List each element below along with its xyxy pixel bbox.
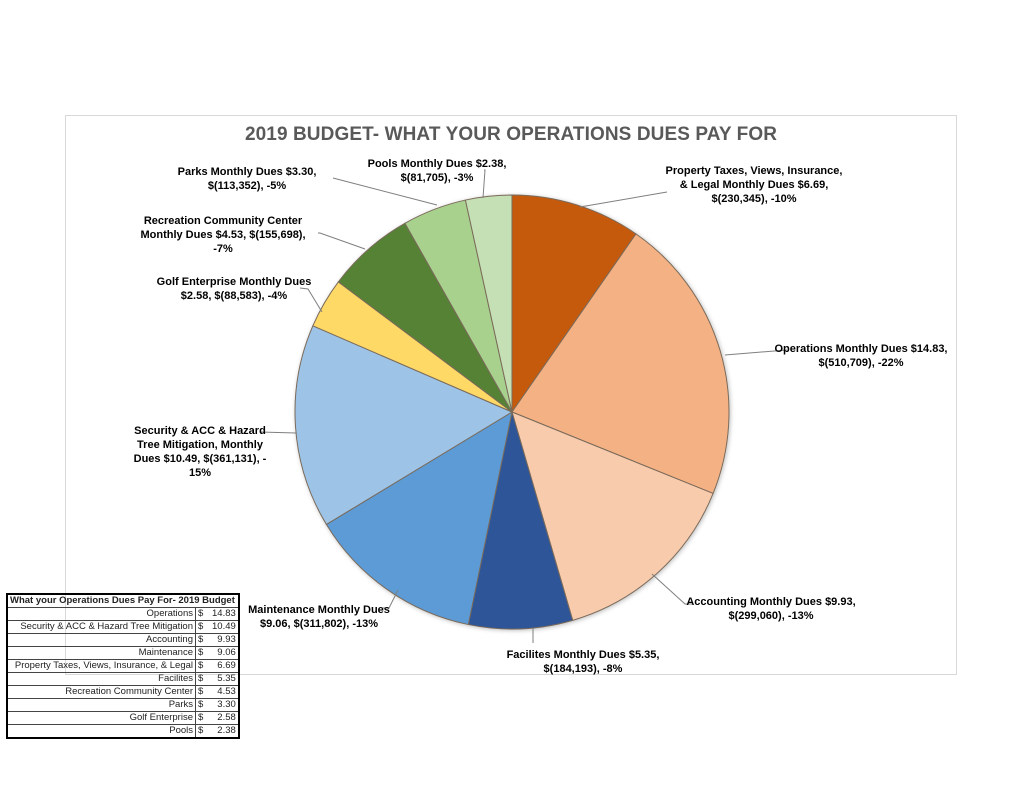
- row-value: 2.58: [210, 711, 240, 725]
- row-currency: $: [195, 672, 210, 686]
- row-label: Golf Enterprise: [6, 711, 196, 725]
- table-row: Facilites $5.35: [6, 672, 240, 686]
- data-label: Property Taxes, Views, Insurance, & Legal…: [666, 164, 843, 206]
- data-label-line: -7%: [213, 243, 233, 255]
- table-row: Parks $3.30: [6, 698, 240, 712]
- data-label-line: Maintenance Monthly Dues: [248, 604, 390, 616]
- data-label: Pools Monthly Dues $2.38, $(81,705), -3%: [368, 157, 507, 185]
- pie-slice: [511, 233, 730, 495]
- row-value: 2.38: [210, 724, 240, 739]
- data-label-line: $(510,709), -22%: [818, 357, 904, 369]
- data-label: Security & ACC & Hazard Tree Mitigation, …: [134, 424, 267, 480]
- row-value: 10.49: [210, 620, 240, 634]
- data-label: Parks Monthly Dues $3.30, $(113,352), -5%: [178, 165, 317, 193]
- data-label: Golf Enterprise Monthly Dues $2.58, $(88,…: [157, 275, 312, 303]
- data-label-line: & Legal Monthly Dues $6.69,: [679, 179, 829, 191]
- data-label-line: Property Taxes, Views, Insurance,: [665, 165, 843, 177]
- data-label-line: $(230,345), -10%: [711, 193, 797, 205]
- data-label: Facilites Monthly Dues $5.35, $(184,193),…: [507, 648, 660, 676]
- pie-slice: [511, 194, 637, 414]
- data-label-line: Recreation Community Center: [143, 215, 303, 227]
- row-value: 9.06: [210, 646, 240, 660]
- row-currency: $: [195, 620, 210, 634]
- row-currency: $: [195, 724, 210, 739]
- row-label: Security & ACC & Hazard Tree Mitigation: [6, 620, 196, 634]
- leader-line: [724, 349, 788, 356]
- data-label-line: Facilites Monthly Dues $5.35,: [506, 649, 660, 661]
- data-label-line: Dues $10.49, $(361,131), -: [133, 453, 267, 465]
- leader-line: [299, 287, 323, 313]
- leader-line: [332, 177, 438, 206]
- row-currency: $: [195, 698, 210, 712]
- leader-line: [579, 191, 668, 208]
- data-label: Operations Monthly Dues $14.83, $(510,709…: [775, 342, 948, 370]
- data-label-line: $2.58, $(88,583), -4%: [180, 290, 288, 302]
- table-title: What your Operations Dues Pay For- 2019 …: [6, 593, 240, 608]
- row-value: 6.69: [210, 659, 240, 673]
- data-label: Maintenance Monthly Dues $9.06, $(311,802…: [248, 603, 390, 631]
- pie-slice: [294, 325, 514, 526]
- data-label-line: $9.06, $(311,802), -13%: [259, 618, 379, 630]
- data-label-line: Operations Monthly Dues $14.83,: [774, 343, 948, 355]
- leader-line: [318, 232, 366, 250]
- pie-slice: [464, 194, 513, 413]
- row-currency: $: [195, 633, 210, 647]
- row-value: 14.83: [210, 607, 240, 621]
- pie-slice: [511, 411, 714, 621]
- table-row: Operations $14.83: [6, 607, 240, 621]
- data-label-line: 15%: [188, 467, 212, 479]
- row-value: 9.93: [210, 633, 240, 647]
- row-label: Parks: [6, 698, 196, 712]
- row-label: Recreation Community Center: [6, 685, 196, 699]
- leader-line: [259, 431, 297, 434]
- leader-line: [482, 169, 486, 199]
- data-label-line: Pools Monthly Dues $2.38,: [367, 158, 507, 170]
- row-label: Maintenance: [6, 646, 196, 660]
- row-value: 4.53: [210, 685, 240, 699]
- row-label: Facilites: [6, 672, 196, 686]
- data-label-line: Tree Mitigation, Monthly: [137, 439, 263, 451]
- budget-table: What your Operations Dues Pay For- 2019 …: [6, 593, 240, 739]
- row-currency: $: [195, 646, 210, 660]
- table-row: Pools $2.38: [6, 724, 240, 739]
- table-row: Security & ACC & Hazard Tree Mitigation $…: [6, 620, 240, 634]
- table-row: Property Taxes, Views, Insurance, & Lega…: [6, 659, 240, 673]
- data-label: Accounting Monthly Dues $9.93, $(299,060)…: [686, 595, 855, 623]
- leader-line: [651, 573, 692, 605]
- table-row: Recreation Community Center $4.53: [6, 685, 240, 699]
- data-label: Recreation Community Center Monthly Dues …: [140, 214, 305, 256]
- data-label-line: $(113,352), -5%: [207, 180, 287, 192]
- table-row: Maintenance $9.06: [6, 646, 240, 660]
- row-value: 3.30: [210, 698, 240, 712]
- data-label-line: $(184,193), -8%: [543, 663, 623, 675]
- chart-title: 2019 BUDGET- WHAT YOUR OPERATIONS DUES P…: [244, 124, 778, 145]
- table-row: Accounting $9.93: [6, 633, 240, 647]
- row-currency: $: [195, 685, 210, 699]
- row-label: Pools: [6, 724, 196, 739]
- row-label: Accounting: [6, 633, 196, 647]
- pie-slice: [325, 410, 513, 626]
- row-currency: $: [195, 659, 210, 673]
- data-label-line: Parks Monthly Dues $3.30,: [177, 166, 317, 178]
- data-label-line: Security & ACC & Hazard: [134, 425, 266, 437]
- leader-line: [382, 589, 399, 609]
- row-currency: $: [195, 607, 210, 621]
- pie-slice: [467, 411, 574, 630]
- row-value: 5.35: [210, 672, 240, 686]
- data-label-line: Monthly Dues $4.53, $(155,698),: [140, 229, 306, 241]
- data-label-line: Accounting Monthly Dues $9.93,: [686, 596, 856, 608]
- data-label-line: $(81,705), -3%: [400, 172, 474, 184]
- table-row: Golf Enterprise $2.58: [6, 711, 240, 725]
- row-label: Property Taxes, Views, Insurance, & Lega…: [6, 659, 196, 673]
- data-label-line: $(299,060), -13%: [728, 610, 814, 622]
- data-label-line: Golf Enterprise Monthly Dues: [156, 276, 312, 288]
- row-currency: $: [195, 711, 210, 725]
- row-label: Operations: [6, 607, 196, 621]
